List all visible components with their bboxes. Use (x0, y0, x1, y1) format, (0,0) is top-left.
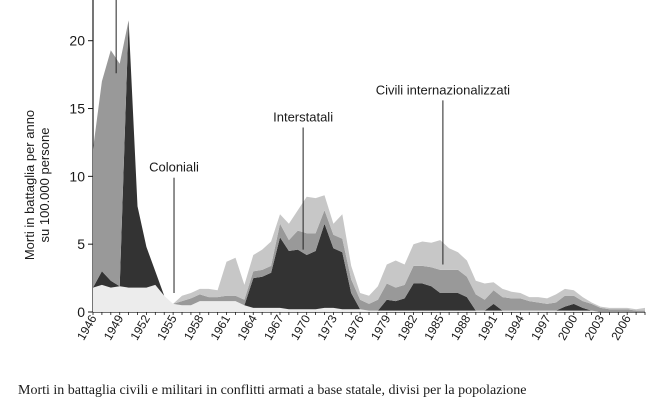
x-tick-label-1994: 1994 (502, 312, 528, 342)
y-tick-label-20: 20 (69, 33, 85, 49)
stacked-areas (93, 20, 645, 313)
x-tick-label-1973: 1973 (315, 312, 341, 342)
annotation-label-3: Civili internazionalizzati (376, 82, 510, 97)
y-axis-title-line1: Morti in battaglia per anno (22, 110, 37, 260)
x-tick-label-1997: 1997 (528, 312, 554, 342)
x-tick-label-1991: 1991 (475, 312, 501, 342)
annotation-label-2: Interstatali (273, 110, 333, 125)
x-tick-label-1958: 1958 (181, 312, 207, 342)
x-tick-label-2003: 2003 (582, 312, 608, 342)
x-tick-label-1961: 1961 (208, 312, 234, 342)
y-tick-label-0: 0 (77, 304, 85, 320)
x-tick-label-1970: 1970 (288, 312, 314, 342)
area-series-2 (93, 20, 645, 313)
y-tick-label-5: 5 (77, 236, 85, 252)
x-tick-label-1982: 1982 (395, 312, 421, 342)
y-axis-title-line2: su 100.000 persone (37, 128, 52, 243)
x-tick-label-1955: 1955 (154, 312, 180, 342)
x-tick-label-2006: 2006 (608, 312, 634, 342)
x-tick-label-1967: 1967 (261, 312, 287, 342)
y-tick-label-10: 10 (69, 168, 85, 184)
x-tick-label-1988: 1988 (448, 312, 474, 342)
x-tick-label-2000: 2000 (555, 312, 581, 342)
area-series-1 (93, 284, 645, 312)
x-tick-label-1949: 1949 (101, 312, 127, 342)
x-tick-label-1985: 1985 (421, 312, 447, 342)
annotation-label-1: Coloniali (149, 160, 199, 175)
y-axis-title: Morti in battaglia per anno su 100.000 p… (22, 110, 52, 260)
x-tick-label-1979: 1979 (368, 312, 394, 342)
x-tick-label-1976: 1976 (341, 312, 367, 342)
annotations: Coloniali Interstatali Civili internaziona… (115, 0, 510, 294)
x-tick-label-1952: 1952 (128, 312, 154, 342)
figure-caption: Morti in battaglia civili e militari in … (18, 383, 527, 398)
y-tick-label-15: 15 (69, 101, 85, 117)
x-tick-label-1964: 1964 (234, 312, 260, 342)
